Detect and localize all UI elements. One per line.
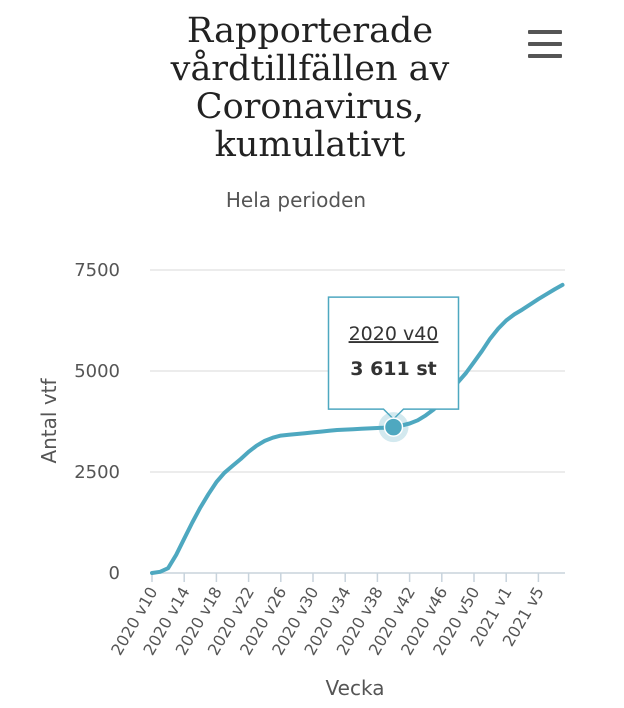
- y-tick-label: 2500: [74, 462, 120, 483]
- chart-subtitle: Hela perioden: [225, 188, 367, 212]
- tooltip-box: [327, 296, 460, 421]
- y-tick-label: 0: [109, 563, 120, 584]
- series-line: [150, 282, 565, 575]
- y-axis-ticks: 0 2500 5000 7500: [74, 260, 120, 584]
- highlight-point[interactable]: [383, 417, 404, 437]
- tooltip: 2020 v40 3 611 st: [327, 296, 460, 421]
- tooltip-week: 2020 v40: [349, 323, 439, 345]
- chart-title: Rapporterade vårdtillfällen av Coronavir…: [170, 11, 450, 165]
- y-tick-label: 5000: [74, 361, 120, 382]
- tooltip-value: 3 611 st: [350, 358, 437, 380]
- y-tick-label: 7500: [74, 260, 120, 281]
- y-axis-label: Antal vtf: [37, 378, 61, 464]
- x-axis-label: Vecka: [326, 676, 385, 700]
- hamburger-menu-icon[interactable]: [528, 30, 562, 58]
